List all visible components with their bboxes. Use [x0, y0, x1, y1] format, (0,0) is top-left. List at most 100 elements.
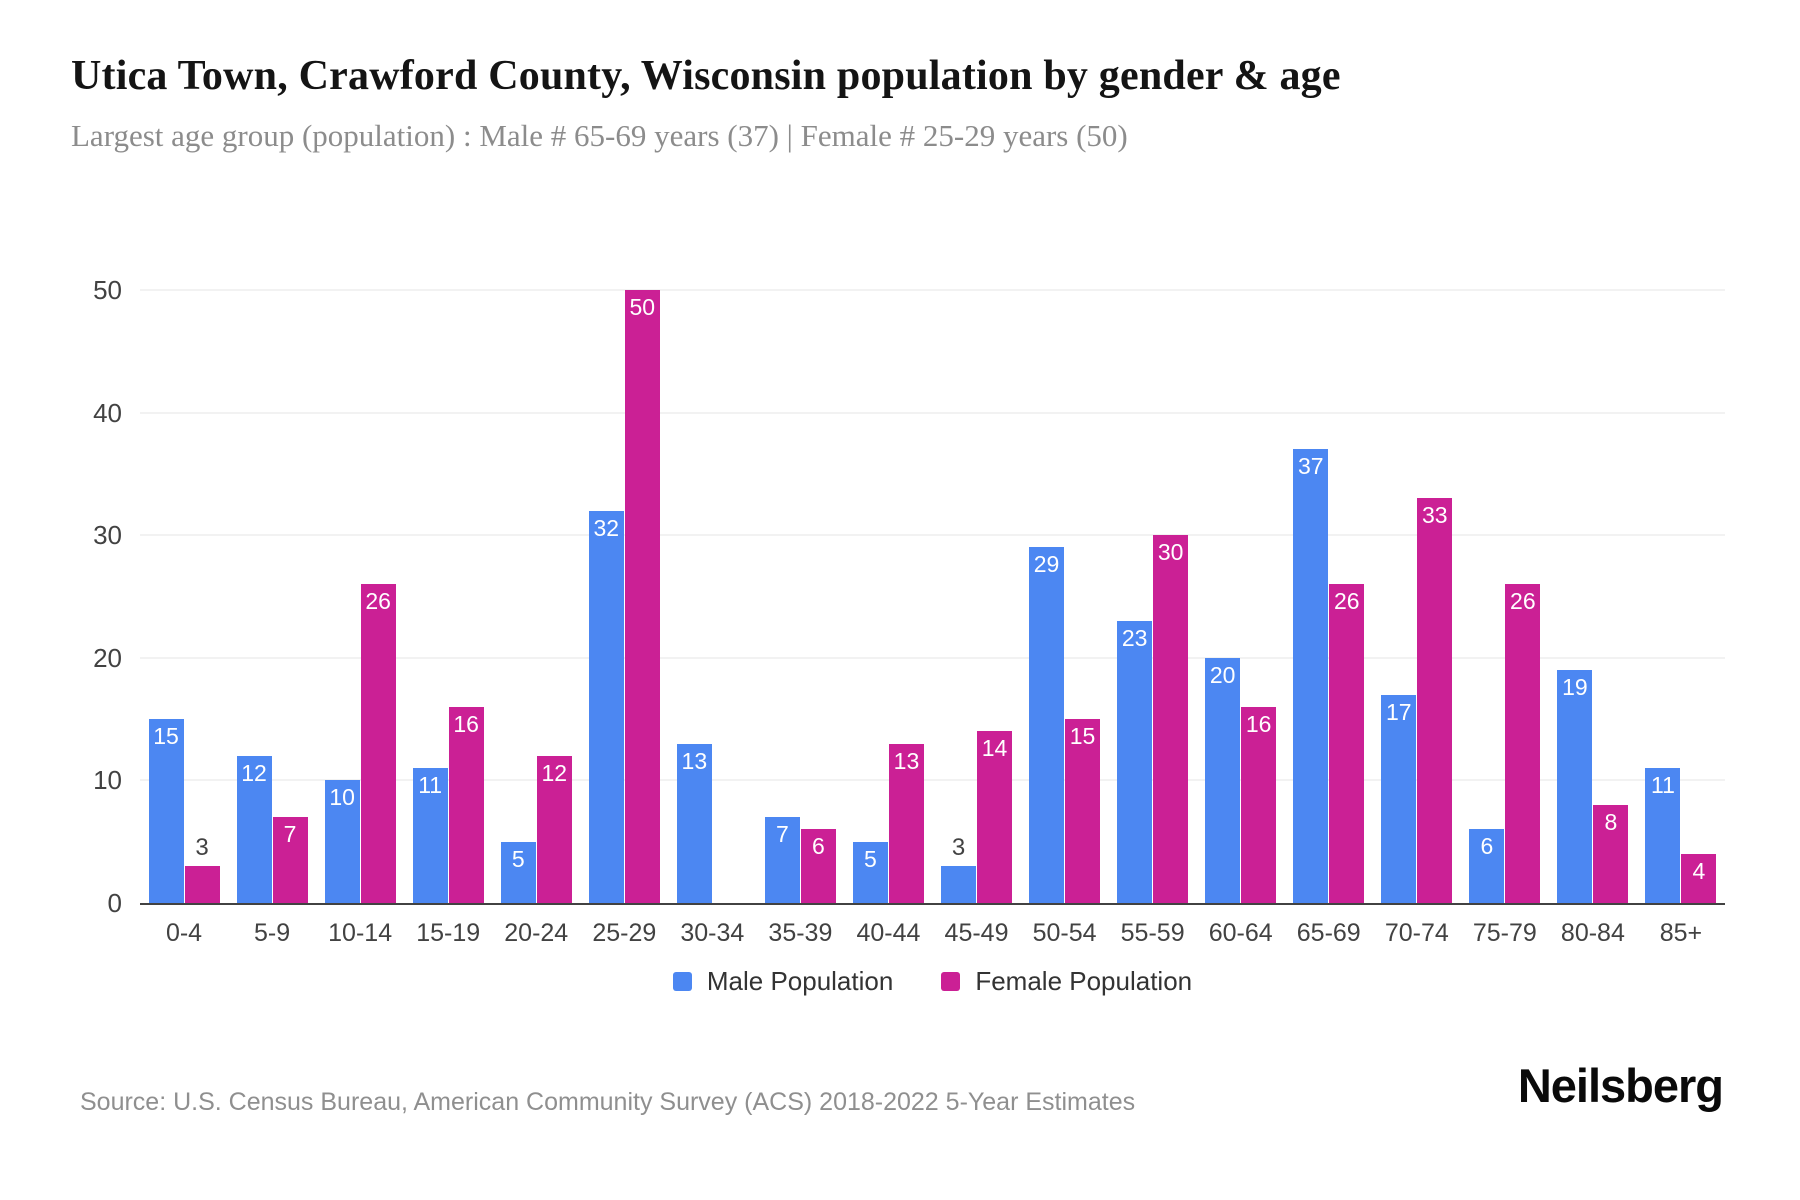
female-bar-50-54: 15	[1065, 719, 1101, 903]
bar-group-75-79: 6 26	[1461, 290, 1549, 903]
female-bar-45-49: 14	[977, 731, 1013, 903]
male-bar-60-64: 20	[1205, 657, 1241, 903]
bar-group-15-19: 11 16	[404, 290, 492, 903]
x-axis-tick-5-9: 5-9	[254, 919, 291, 947]
male-bar-80-84: 19	[1557, 670, 1593, 903]
bar-value-label: 17	[1385, 698, 1412, 725]
population-bar-chart: 0 10 20 30 40 50 15 3 0-4 12 7 5-9 10 26 10-14 11 16 15-1…	[93, 275, 1725, 947]
bar-value-label: 6	[811, 833, 825, 860]
bar-group-30-34: 13	[668, 290, 756, 903]
female-bar-80-84: 8	[1593, 804, 1629, 903]
bar-value-label: 50	[629, 294, 656, 320]
male-bar-70-74: 17	[1381, 694, 1417, 903]
bar-value-label: 10	[329, 784, 355, 811]
female-bar-75-79: 26	[1505, 584, 1541, 903]
male-bar-40-44: 5	[852, 841, 888, 903]
bar-value-label: 6	[1480, 833, 1494, 860]
male-legend-label: Male Population	[706, 966, 894, 996]
bar-group-65-69: 37 26	[1285, 290, 1373, 903]
female-bar-10-14: 26	[360, 584, 396, 903]
y-axis-tick-50: 50	[93, 275, 122, 305]
bar-group-40-44: 5 13	[844, 290, 932, 903]
female-bar-25-29: 50	[624, 290, 660, 903]
female-bar-0-4: 3	[184, 834, 220, 903]
x-axis-tick-10-14: 10-14	[328, 919, 393, 947]
x-axis-tick-35-39: 35-39	[768, 919, 833, 947]
x-axis-tick-45-49: 45-49	[944, 919, 1009, 947]
bar-value-label: 33	[1421, 502, 1448, 529]
bar-value-label: 14	[981, 735, 1008, 762]
x-axis-tick-40-44: 40-44	[856, 919, 921, 947]
female-bar-40-44: 13	[888, 743, 924, 903]
bar-value-label: 26	[1333, 588, 1360, 615]
bar-group-10-14: 10 26	[316, 290, 404, 903]
legend-item-female: Female Population	[941, 966, 1192, 997]
gridline-30	[140, 534, 1725, 537]
x-axis-tick-65-69: 65-69	[1296, 919, 1361, 947]
x-axis-tick-70-74: 70-74	[1384, 919, 1449, 947]
male-bar-20-24: 5	[500, 841, 536, 903]
bar-group-55-59: 23 30	[1109, 290, 1197, 903]
y-axis-tick-10: 10	[93, 765, 122, 796]
female-bar-20-24: 12	[536, 755, 572, 903]
bar-value-label: 15	[153, 723, 179, 750]
source-attribution: Source: U.S. Census Bureau, American Com…	[80, 1088, 1136, 1116]
female-bar-60-64: 16	[1241, 706, 1277, 903]
bar-value-label: 30	[1157, 539, 1184, 566]
male-bar-25-29: 32	[588, 510, 624, 903]
bar-value-label: 19	[1562, 674, 1588, 701]
x-axis-tick-60-64: 60-64	[1208, 919, 1273, 947]
female-bar-55-59: 30	[1153, 535, 1189, 903]
female-bar-85+: 4	[1681, 853, 1717, 903]
bar-value-label: 12	[541, 759, 568, 786]
x-axis-tick-15-19: 15-19	[416, 919, 481, 947]
y-axis-tick-20: 20	[93, 642, 122, 673]
bar-group-45-49: 3 14	[933, 290, 1021, 903]
y-axis-tick-40: 40	[93, 397, 122, 428]
page-title: Utica Town, Crawford County, Wisconsin p…	[71, 53, 1341, 99]
male-bar-65-69: 37	[1293, 449, 1329, 903]
gridline-10	[140, 779, 1725, 782]
bar-value-label: 23	[1121, 625, 1148, 652]
bar-value-label: 7	[775, 821, 789, 848]
y-axis-tick-30: 30	[93, 520, 122, 551]
legend-item-male: Male Population	[672, 966, 894, 997]
x-axis-tick-25-29: 25-29	[592, 919, 657, 947]
x-axis-tick-55-59: 55-59	[1120, 919, 1185, 947]
bar-group-5-9: 12 7	[228, 290, 316, 903]
x-axis-tick-75-79: 75-79	[1472, 919, 1537, 947]
female-bar-15-19: 16	[448, 706, 484, 903]
gridline-20	[140, 656, 1725, 659]
x-axis-tick-80-84: 80-84	[1560, 919, 1625, 947]
bar-value-label: 3	[951, 834, 966, 862]
male-bar-55-59: 23	[1117, 621, 1153, 903]
female-bar-65-69: 26	[1329, 584, 1365, 903]
male-bar-35-39: 7	[764, 817, 800, 903]
x-axis-tick-50-54: 50-54	[1032, 919, 1097, 947]
bar-group-50-54: 29 15	[1021, 290, 1109, 903]
bar-value-label: 26	[365, 588, 391, 615]
male-bar-10-14: 10	[324, 780, 360, 903]
male-bar-85+: 11	[1645, 768, 1681, 903]
male-bar-30-34: 13	[676, 743, 712, 903]
bar-value-label: 13	[681, 747, 708, 774]
bar-value-label: 26	[1510, 588, 1536, 615]
male-legend-swatch-icon	[672, 972, 692, 991]
male-bar-50-54: 29	[1029, 547, 1065, 903]
bar-group-20-24: 5 12	[492, 290, 580, 903]
x-axis-tick-20-24: 20-24	[504, 919, 569, 947]
bar-value-label: 3	[195, 834, 209, 862]
bar-value-label: 16	[453, 710, 479, 737]
bar-value-label: 5	[511, 845, 525, 872]
male-bar-45-49: 3	[941, 834, 977, 903]
bar-value-label: 11	[418, 772, 443, 799]
female-legend-swatch-icon	[941, 972, 961, 991]
bar-value-label: 8	[1604, 808, 1618, 835]
x-axis-tick-30-34: 30-34	[680, 919, 745, 947]
bar-group-25-29: 32 50	[580, 290, 668, 903]
female-bar-5-9: 7	[272, 817, 308, 903]
male-bar-5-9: 12	[236, 755, 272, 903]
female-bar-35-39: 6	[800, 829, 836, 903]
